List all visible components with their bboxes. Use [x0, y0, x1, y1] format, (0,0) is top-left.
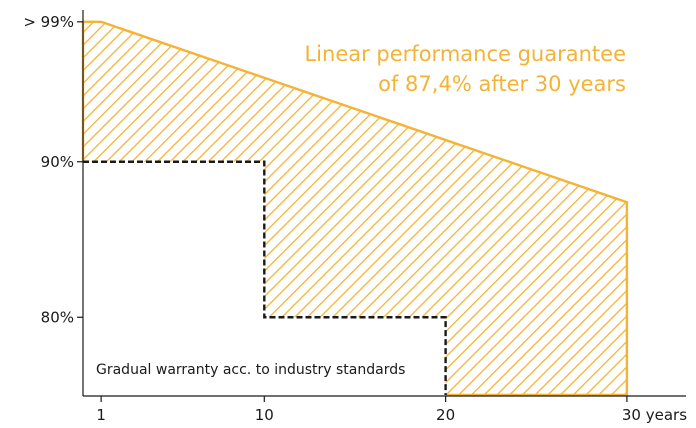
annotation-line-2: of 87,4% after 30 years: [378, 72, 626, 96]
x-tick-label: 1: [96, 406, 106, 424]
annotation-line-1: Linear performance guarantee: [304, 42, 626, 66]
y-tick-label: 90%: [41, 153, 74, 171]
x-tick-label: 20: [436, 406, 455, 424]
x-tick-label: 10: [255, 406, 274, 424]
guarantee-hatched-area: [83, 21, 627, 396]
industry-standard-line: [83, 160, 447, 395]
x-tick-label: 30 years: [622, 406, 687, 424]
industry-box-background: [88, 352, 424, 386]
y-tick-label: 80%: [41, 308, 74, 326]
y-tick-label: > 99%: [23, 13, 74, 31]
guarantee-line: [83, 20, 629, 397]
industry-box-label: Gradual warranty acc. to industry standa…: [96, 362, 405, 378]
